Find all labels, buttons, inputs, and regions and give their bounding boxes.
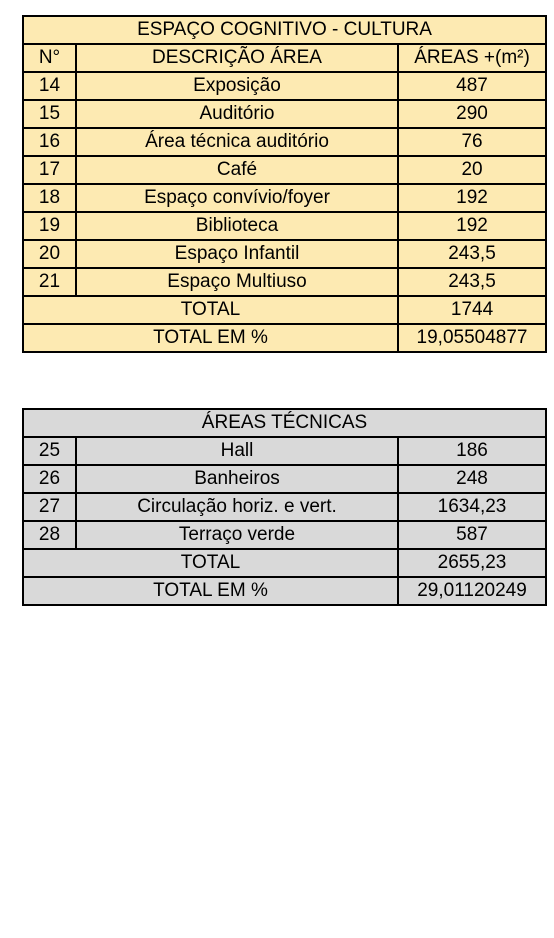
row-number: 25 <box>22 436 77 466</box>
row-area: 248 <box>396 464 548 494</box>
row-number: 21 <box>22 267 77 297</box>
table-row: 27 Circulação horiz. e vert. 1634,23 <box>22 492 548 522</box>
row-number: 14 <box>22 71 77 101</box>
tecnicas-table: ÁREAS TÉCNICAS 25 Hall 186 26 Banheiros … <box>21 408 548 606</box>
row-area: 487 <box>396 71 548 101</box>
row-area: 20 <box>396 155 548 185</box>
row-area: 1634,23 <box>396 492 548 522</box>
row-description: Área técnica auditório <box>75 127 399 157</box>
total-label: TOTAL <box>22 295 399 325</box>
table-header-row: N° DESCRIÇÃO ÁREA ÁREAS +(m²) <box>22 43 548 73</box>
row-area: 186 <box>396 436 548 466</box>
row-area: 243,5 <box>396 267 548 297</box>
percent-value: 19,05504877 <box>396 323 548 353</box>
row-number: 15 <box>22 99 77 129</box>
table-row: 14 Exposição 487 <box>22 71 548 101</box>
row-description: Biblioteca <box>75 211 399 241</box>
table-title: ÁREAS TÉCNICAS <box>21 408 548 438</box>
row-area: 192 <box>396 183 548 213</box>
row-area: 192 <box>396 211 548 241</box>
row-area: 290 <box>396 99 548 129</box>
row-number: 19 <box>22 211 77 241</box>
row-area: 587 <box>396 520 548 550</box>
table-title-row: ÁREAS TÉCNICAS <box>21 408 548 438</box>
row-description: Espaço convívio/foyer <box>75 183 399 213</box>
table-row: 15 Auditório 290 <box>22 99 548 129</box>
table-row: 21 Espaço Multiuso 243,5 <box>22 267 548 297</box>
row-number: 20 <box>22 239 77 269</box>
percent-row: TOTAL EM % 29,01120249 <box>22 576 548 606</box>
row-description: Auditório <box>75 99 399 129</box>
table-row: 25 Hall 186 <box>22 436 548 466</box>
table-title-row: ESPAÇO COGNITIVO - CULTURA <box>21 15 548 45</box>
total-value: 2655,23 <box>396 548 548 578</box>
row-number: 17 <box>22 155 77 185</box>
row-number: 26 <box>22 464 77 494</box>
row-description: Hall <box>75 436 399 466</box>
row-area: 76 <box>396 127 548 157</box>
row-number: 18 <box>22 183 77 213</box>
header-number: N° <box>22 43 77 73</box>
header-area: ÁREAS +(m²) <box>396 43 548 73</box>
percent-value: 29,01120249 <box>396 576 548 606</box>
table-row: 20 Espaço Infantil 243,5 <box>22 239 548 269</box>
row-description: Espaço Infantil <box>75 239 399 269</box>
table-row: 26 Banheiros 248 <box>22 464 548 494</box>
row-description: Banheiros <box>75 464 399 494</box>
row-description: Terraço verde <box>75 520 399 550</box>
row-number: 16 <box>22 127 77 157</box>
row-area: 243,5 <box>396 239 548 269</box>
row-description: Exposição <box>75 71 399 101</box>
total-label: TOTAL <box>22 548 399 578</box>
row-description: Espaço Multiuso <box>75 267 399 297</box>
percent-label: TOTAL EM % <box>22 323 399 353</box>
total-row: TOTAL 1744 <box>22 295 548 325</box>
row-description: Café <box>75 155 399 185</box>
table-row: 28 Terraço verde 587 <box>22 520 548 550</box>
table-row: 19 Biblioteca 192 <box>22 211 548 241</box>
total-value: 1744 <box>396 295 548 325</box>
table-row: 18 Espaço convívio/foyer 192 <box>22 183 548 213</box>
table-row: 17 Café 20 <box>22 155 548 185</box>
table-title: ESPAÇO COGNITIVO - CULTURA <box>21 15 548 45</box>
row-description: Circulação horiz. e vert. <box>75 492 399 522</box>
header-description: DESCRIÇÃO ÁREA <box>75 43 399 73</box>
percent-row: TOTAL EM % 19,05504877 <box>22 323 548 353</box>
percent-label: TOTAL EM % <box>22 576 399 606</box>
table-row: 16 Área técnica auditório 76 <box>22 127 548 157</box>
total-row: TOTAL 2655,23 <box>22 548 548 578</box>
row-number: 27 <box>22 492 77 522</box>
cultura-table: ESPAÇO COGNITIVO - CULTURA N° DESCRIÇÃO … <box>21 15 548 353</box>
row-number: 28 <box>22 520 77 550</box>
